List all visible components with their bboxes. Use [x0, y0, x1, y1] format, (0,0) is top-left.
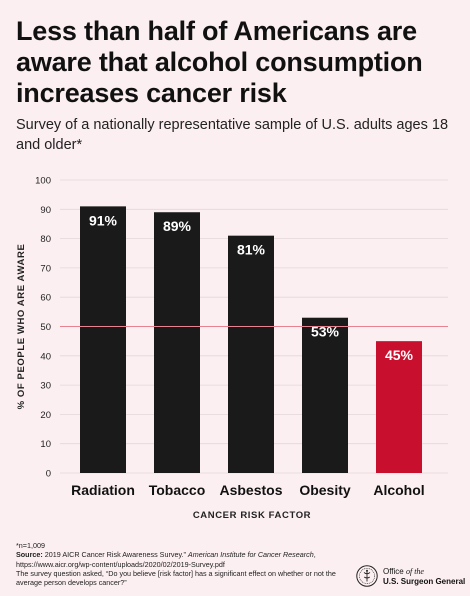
- y-tick-label: 90: [40, 205, 51, 216]
- y-tick-label: 100: [35, 176, 51, 187]
- footnote: *n=1,009 Source: 2019 AICR Cancer Risk A…: [16, 541, 356, 587]
- y-axis-label: % OF PEOPLE WHO ARE AWARE: [16, 244, 27, 410]
- bar-tobacco: [154, 212, 200, 474]
- source-journal: American Institute for Cancer Research: [187, 550, 314, 560]
- surgeon-general-logo: Office of the U.S. Surgeon General: [356, 565, 466, 589]
- source-url: , https://www.aicr.org/wp-content/upload…: [16, 550, 316, 569]
- logo-line1-em: of the: [405, 567, 424, 576]
- source-label: Source:: [16, 550, 43, 560]
- y-tick-label: 20: [40, 410, 51, 421]
- surgeon-general-seal-icon: [356, 565, 378, 587]
- y-tick-labels: 0 10 20 30 40 50 60 70 80 90 100: [35, 176, 51, 480]
- logo-line2: U.S. Surgeon General: [383, 577, 466, 586]
- x-tick-label: Obesity: [299, 482, 351, 498]
- bar-value-label: 53%: [311, 324, 340, 340]
- x-axis-label: CANCER RISK FACTOR: [193, 510, 311, 521]
- x-tick-label: Alcohol: [373, 482, 424, 498]
- y-tick-label: 10: [40, 439, 51, 450]
- footnote-source: Source: 2019 AICR Cancer Risk Awareness …: [16, 550, 356, 569]
- logo-text: Office of the U.S. Surgeon General: [383, 567, 465, 587]
- bar-asbestos: [228, 235, 274, 473]
- bar-alcohol: [376, 341, 422, 473]
- x-tick-label: Asbestos: [219, 482, 282, 498]
- y-tick-label: 30: [40, 381, 51, 392]
- bar-radiation: [80, 206, 126, 473]
- y-tick-label: 60: [40, 293, 51, 304]
- bar-value-label: 91%: [89, 212, 118, 228]
- y-tick-label: 80: [40, 234, 51, 245]
- source-text: 2019 AICR Cancer Risk Awareness Survey.”: [42, 550, 188, 560]
- bar-value-label: 81%: [237, 242, 266, 258]
- x-tick-labels: Radiation Tobacco Asbestos Obesity Alcohol: [71, 482, 425, 498]
- bar-value-labels: 91% 89% 81% 53% 45%: [89, 212, 414, 363]
- footnote-sample-size: *n=1,009: [16, 541, 45, 550]
- bar-value-label: 89%: [163, 218, 192, 234]
- y-tick-label: 50: [40, 322, 51, 333]
- y-tick-label: 0: [46, 469, 51, 480]
- chart-title: Less than half of Americans are aware th…: [16, 16, 423, 108]
- x-tick-label: Tobacco: [149, 482, 206, 498]
- logo-line1-prefix: Office: [383, 567, 406, 576]
- x-tick-label: Radiation: [71, 482, 135, 498]
- bar-chart: 0 10 20 30 40 50 60 70 80 90 100 91% 89% 81% 53% 45% R…: [16, 176, 448, 521]
- bar-value-label: 45%: [385, 347, 414, 363]
- bar-obesity: [302, 317, 348, 473]
- bars: [80, 206, 422, 474]
- y-tick-label: 70: [40, 263, 51, 274]
- y-tick-label: 40: [40, 351, 51, 362]
- footnote-question: The survey question asked, “Do you belie…: [16, 568, 336, 588]
- chart-subtitle: Survey of a nationally representative sa…: [16, 117, 449, 153]
